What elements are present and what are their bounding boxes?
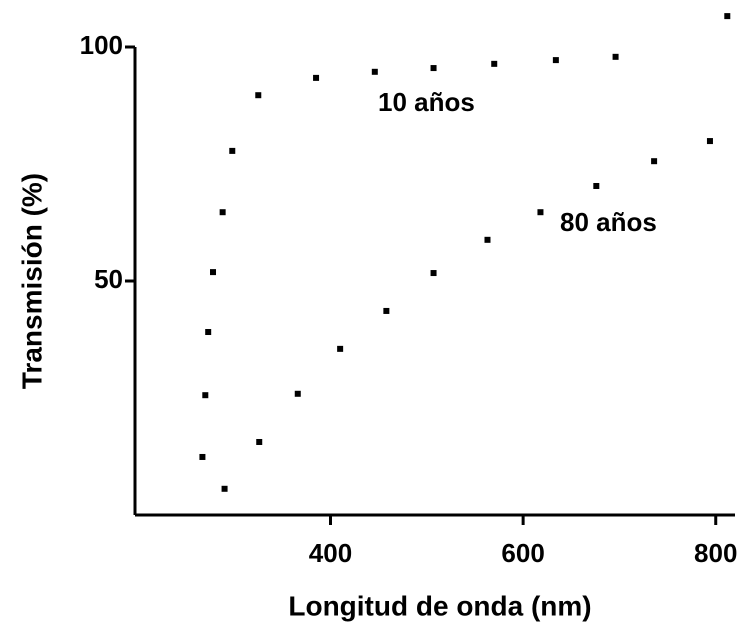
x-tick-label: 400	[309, 538, 352, 568]
data-point	[491, 60, 498, 67]
y-tick-label: 50	[94, 264, 123, 294]
y-tick-label: 100	[80, 30, 123, 60]
data-point	[294, 390, 301, 397]
data-point	[484, 236, 491, 243]
data-point	[199, 453, 206, 460]
data-point	[706, 138, 713, 145]
series-label: 80 años	[560, 207, 657, 237]
data-point	[313, 74, 320, 81]
data-point	[651, 158, 658, 165]
x-tick-label: 800	[694, 538, 737, 568]
data-point	[229, 147, 236, 154]
data-point	[210, 269, 217, 276]
data-point	[205, 329, 212, 336]
data-point	[337, 345, 344, 352]
data-point	[371, 68, 378, 75]
data-point	[552, 57, 559, 64]
data-point	[537, 209, 544, 216]
data-point	[383, 307, 390, 314]
data-point	[255, 92, 262, 99]
data-point	[724, 13, 731, 20]
y-axis-title: Transmisión (%)	[16, 173, 47, 389]
data-point	[202, 392, 209, 399]
x-tick-label: 600	[501, 538, 544, 568]
data-point	[221, 485, 228, 492]
data-point	[430, 65, 437, 72]
x-axis-title: Longitud de onda (nm)	[288, 590, 591, 621]
data-point	[612, 53, 619, 60]
data-point	[593, 182, 600, 189]
data-point	[256, 438, 263, 445]
series-label: 10 años	[378, 87, 475, 117]
data-point	[430, 270, 437, 277]
data-point	[219, 209, 226, 216]
